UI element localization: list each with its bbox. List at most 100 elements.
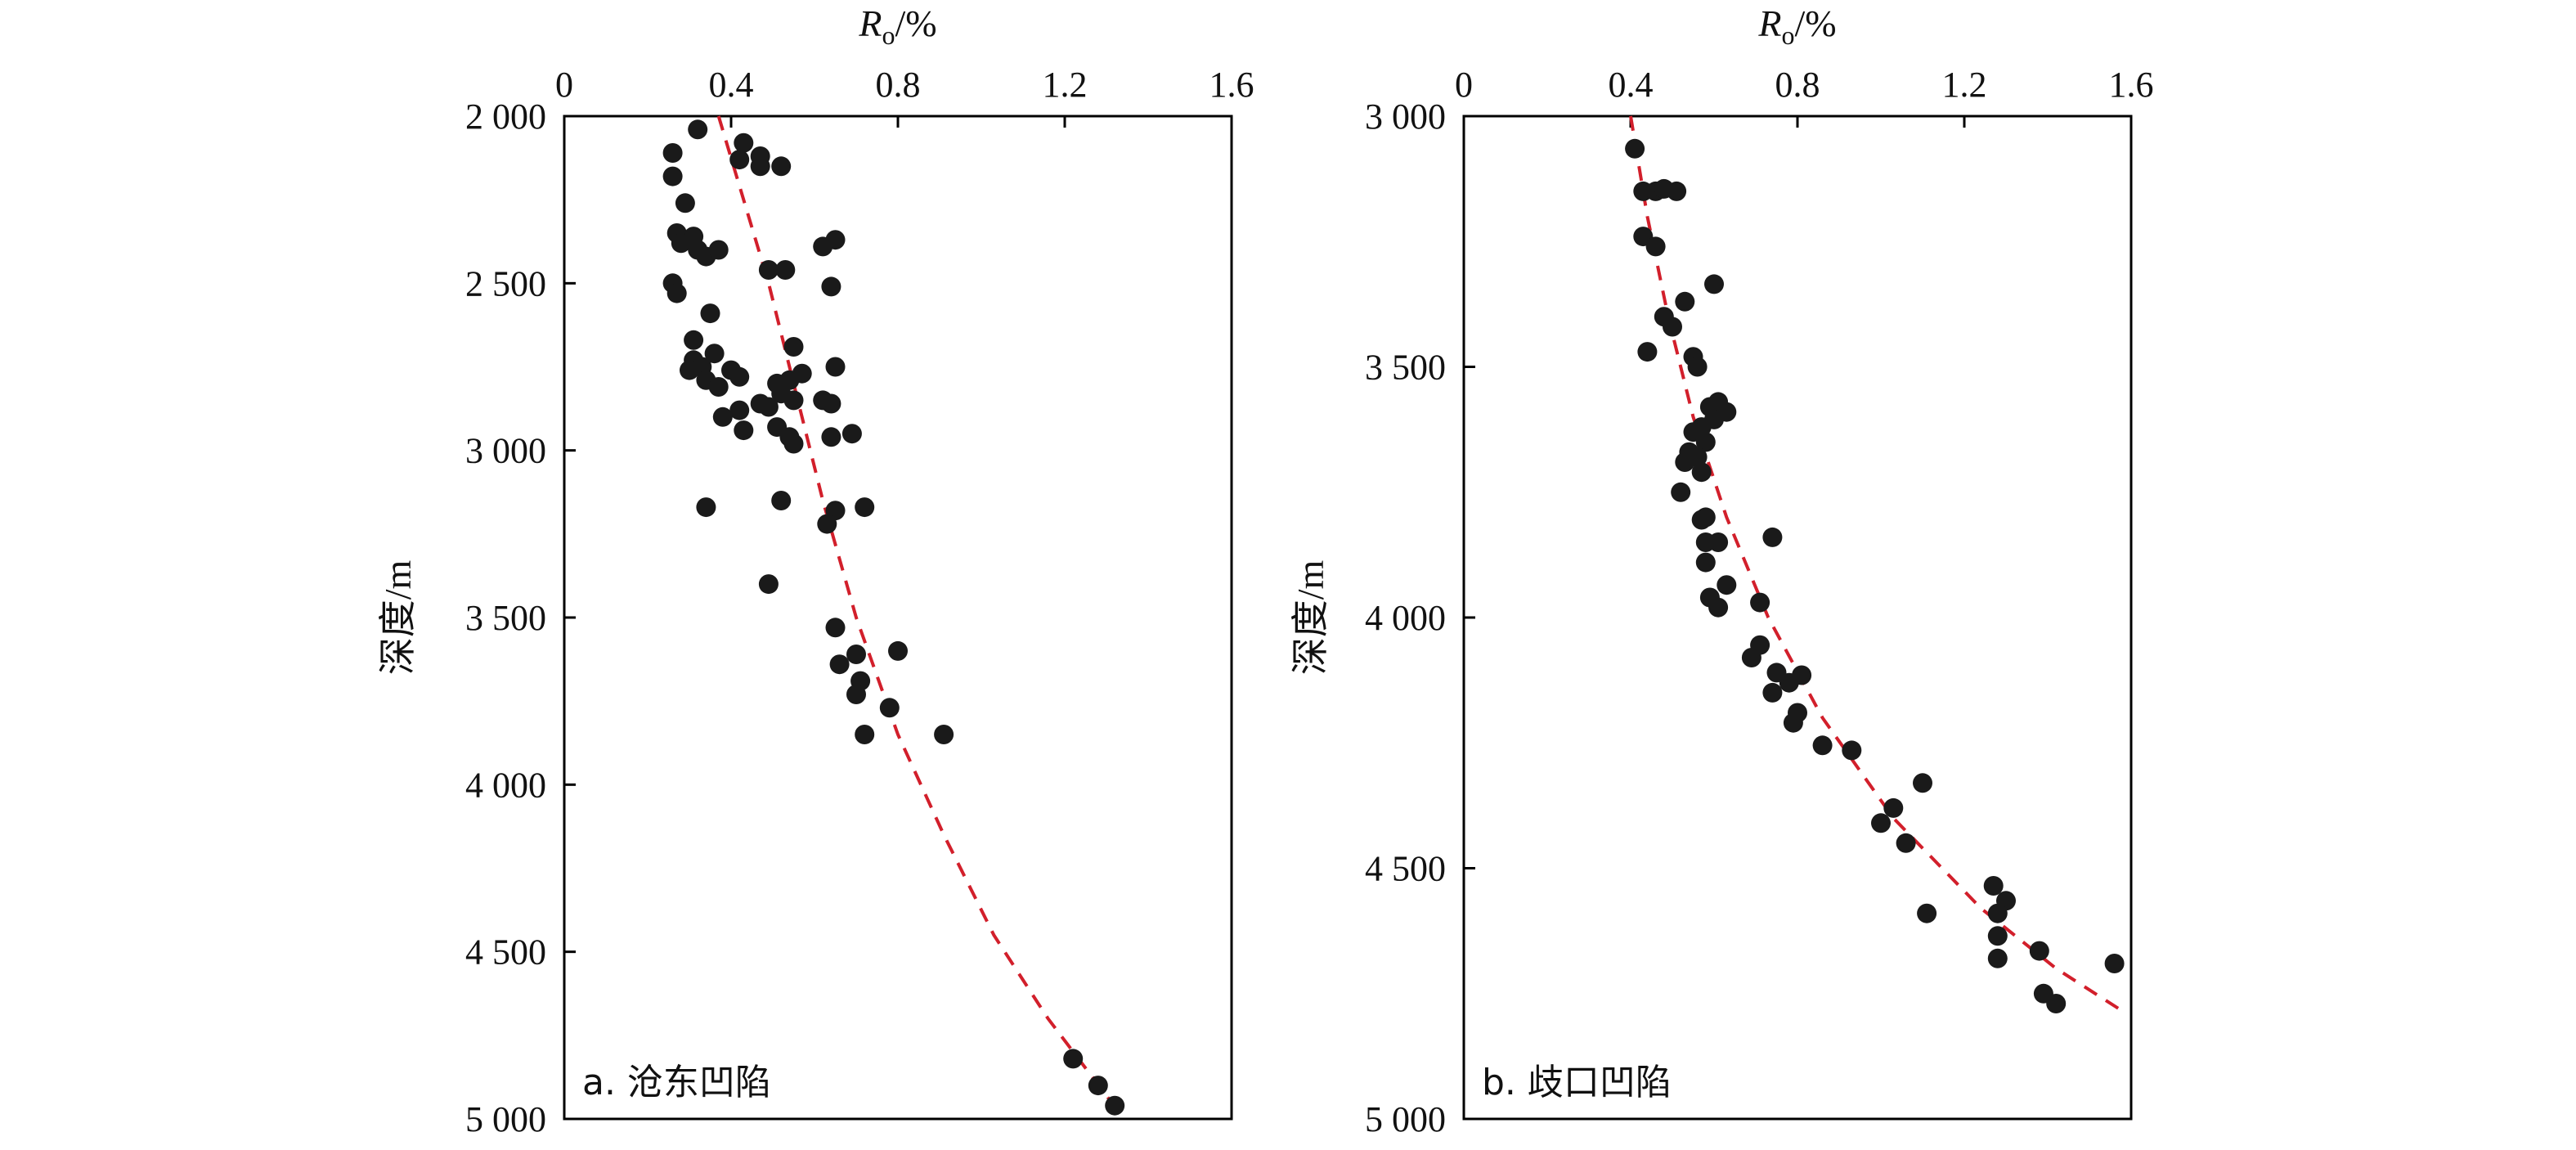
data-points (1625, 138, 2125, 1013)
data-points (662, 119, 1125, 1116)
data-point (783, 390, 804, 411)
panel-label: a. 沧东凹陷 (582, 1062, 771, 1103)
data-point (888, 640, 908, 661)
data-point (1105, 1095, 1125, 1116)
tick-marks (563, 115, 1233, 1121)
x-axis-title-main: R (858, 2, 882, 44)
data-point (825, 357, 846, 377)
data-point (821, 427, 841, 447)
trend-line (716, 115, 1120, 1114)
y-tick-label: 4 500 (1365, 849, 1446, 889)
data-point (1675, 291, 1695, 312)
tick-marks (1462, 115, 2133, 1121)
x-tick-label: 1.2 (1043, 65, 1088, 105)
data-point (708, 377, 729, 397)
data-point (1695, 432, 1716, 452)
data-point (1691, 462, 1712, 483)
data-point (729, 366, 750, 387)
data-point (684, 330, 704, 350)
y-tick-label: 4 000 (1365, 598, 1446, 638)
x-tick-label: 1.6 (2109, 65, 2154, 105)
data-point (758, 397, 779, 417)
y-tick-label: 5 000 (1365, 1099, 1446, 1139)
data-point (1695, 532, 1716, 552)
data-point (1779, 672, 1799, 693)
x-tick-labels: 0 0.4 0.8 1.2 1.6 (555, 65, 1254, 105)
data-point (680, 360, 699, 380)
data-point (2029, 941, 2049, 961)
data-point (1704, 274, 1724, 294)
data-point (2104, 954, 2125, 973)
data-point (1695, 552, 1716, 573)
data-point (1987, 926, 2008, 946)
data-point (750, 156, 770, 177)
data-point (783, 433, 804, 454)
y-axis-title: 深度/m (1290, 560, 1331, 676)
data-point (1671, 482, 1691, 502)
data-point (1987, 903, 2008, 923)
data-point (1691, 510, 1712, 530)
data-point (771, 491, 792, 510)
y-tick-label: 2 000 (465, 97, 546, 137)
data-point (855, 725, 875, 744)
data-point (879, 698, 900, 718)
data-point (1088, 1076, 1108, 1096)
y-tick-label: 3 500 (465, 598, 546, 638)
data-point (1896, 833, 1916, 853)
x-axis-title-sub: o (1782, 20, 1795, 50)
data-point (1812, 735, 1833, 756)
data-point (1983, 876, 2004, 896)
data-point (1063, 1049, 1084, 1069)
data-point (846, 685, 866, 704)
data-point (2046, 994, 2067, 1013)
data-point (675, 193, 695, 213)
data-point (734, 133, 754, 153)
x-tick-label: 0 (555, 65, 573, 105)
x-tick-label: 0 (1455, 65, 1473, 105)
data-point (1762, 527, 1783, 547)
data-point (1750, 592, 1770, 613)
x-tick-label: 1.2 (1942, 65, 1987, 105)
y-tick-label: 3 000 (465, 431, 546, 471)
y-axis-title: 深度/m (377, 560, 419, 676)
data-point (708, 240, 729, 260)
x-axis-title-main: R (1757, 2, 1781, 44)
data-point (671, 233, 691, 254)
data-point (1871, 813, 1891, 833)
data-point (1783, 712, 1803, 733)
y-tick-label: 5 000 (465, 1099, 546, 1139)
x-axis-title-suffix: /% (895, 2, 937, 44)
data-point (1637, 342, 1658, 362)
panel-a: 0 0.4 0.8 1.2 1.6 2 000 2 500 3 000 3 500 4 000 4… (377, 2, 1254, 1139)
data-point (666, 283, 687, 303)
data-point (825, 618, 846, 638)
data-point (1842, 740, 1862, 761)
x-tick-label: 0.4 (1609, 65, 1654, 105)
x-tick-label: 0.8 (1775, 65, 1820, 105)
data-point (934, 725, 954, 744)
y-tick-labels: 2 000 2 500 3 000 3 500 4 000 4 500 5 000 (465, 97, 546, 1139)
data-point (775, 260, 796, 280)
data-point (1708, 597, 1729, 618)
data-point (758, 574, 779, 595)
data-point (688, 119, 708, 140)
data-point (771, 156, 792, 177)
data-point (813, 236, 833, 257)
data-point (821, 393, 841, 414)
data-point (1675, 452, 1695, 472)
data-point (855, 497, 875, 518)
y-tick-label: 3 000 (1365, 97, 1446, 137)
data-point (1913, 773, 1932, 793)
x-tick-label: 1.6 (1209, 65, 1254, 105)
x-axis-title: Ro/% (858, 2, 936, 50)
data-point (829, 654, 850, 675)
panel-label: b. 歧口凹陷 (1482, 1062, 1672, 1103)
x-axis-title-suffix: /% (1795, 2, 1837, 44)
data-point (662, 143, 683, 163)
plot-area-frame (563, 115, 1233, 1121)
y-tick-label: 3 500 (1365, 348, 1446, 388)
data-point (1741, 648, 1761, 667)
y-tick-label: 2 500 (465, 263, 546, 303)
data-point (729, 150, 750, 170)
